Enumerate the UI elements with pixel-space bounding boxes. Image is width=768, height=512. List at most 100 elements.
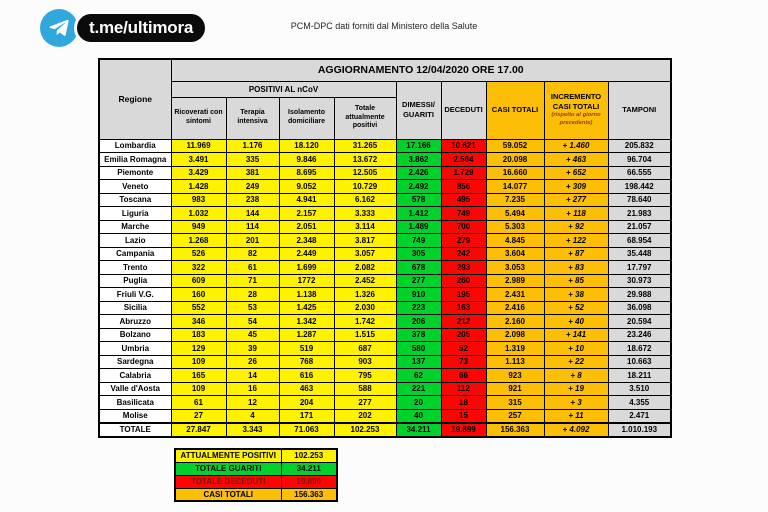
cell-sint: 552	[170, 300, 227, 315]
cell-iso: 9.052	[278, 179, 335, 194]
region-name: Calabria	[98, 368, 172, 383]
cell-tamp: 18.672	[607, 341, 672, 356]
cell-tot: 6.162	[333, 192, 397, 207]
cell-guar: 62	[395, 368, 442, 383]
cell-tot: 202	[333, 408, 397, 423]
region-row: Marche 949 114 2.051 3.114 1.489 700 5.303 + 92 2…	[98, 219, 672, 234]
cell-ti: 71	[225, 273, 280, 288]
cell-tamp: 30.973	[607, 273, 672, 288]
region-row: Friuli V.G. 160 28 1.138 1.326 910 195 2.431 + 3…	[98, 287, 672, 302]
cell-guar: 305	[395, 246, 442, 261]
cell-sint: 1.428	[170, 179, 227, 194]
region-name: Abruzzo	[98, 314, 172, 329]
cell-tamp: 3.510	[607, 381, 672, 396]
summary-value: 102.253	[280, 448, 338, 463]
cell-tot: 3.057	[333, 246, 397, 261]
cell-iso: 1772	[278, 273, 335, 288]
cell-guar: 749	[395, 233, 442, 248]
cell-tot: 3.333	[333, 206, 397, 221]
cell-tot: 277	[333, 395, 397, 410]
cell-guar: 223	[395, 300, 442, 315]
cell-tot: 588	[333, 381, 397, 396]
region-name: Sardegna	[98, 354, 172, 369]
cell-inc: + 87	[543, 246, 609, 261]
region-row: Lazio 1.268 201 2.348 3.817 749 279 4.845 + 122 6…	[98, 233, 672, 248]
positivi-group-header: POSITIVI AL nCoV	[170, 80, 397, 98]
cell-ti: 12	[225, 395, 280, 410]
cell-tamp: 2.471	[607, 408, 672, 423]
region-name: Bolzano	[98, 327, 172, 342]
cell-dec: 2.564	[440, 152, 487, 167]
region-row: Piemonte 3.429 381 8.695 12.505 2.426 1.729 16.…	[98, 165, 672, 180]
cell-casi: 4.845	[485, 233, 545, 248]
cell-iso: 2.449	[278, 246, 335, 261]
cell-inc: + 141	[543, 327, 609, 342]
isolamento-header: Isolamento domiciliare	[278, 96, 335, 140]
cell-sint: 346	[170, 314, 227, 329]
channel-label: t.me/ultimora	[89, 18, 194, 37]
cell-tamp: 1.010.193	[607, 421, 672, 438]
region-name: Friuli V.G.	[98, 287, 172, 302]
cell-dec: 112	[440, 381, 487, 396]
summary-row: TOTALE DECEDUTI 19.899	[174, 474, 338, 489]
cell-ti: 1.176	[225, 138, 280, 153]
cell-casi: 14.077	[485, 179, 545, 194]
cell-tot: 102.253	[333, 421, 397, 438]
region-row: Umbria 129 39 519 687 580 52 1.319 + 10 18.672	[98, 341, 672, 356]
cell-ti: 39	[225, 341, 280, 356]
summary-row: TOTALE GUARITI 34.211	[174, 461, 338, 476]
cell-casi: 7.235	[485, 192, 545, 207]
cell-sint: 526	[170, 246, 227, 261]
cell-ti: 82	[225, 246, 280, 261]
cell-sint: 11.969	[170, 138, 227, 153]
cell-ti: 4	[225, 408, 280, 423]
cell-dec: 66	[440, 368, 487, 383]
cell-casi: 257	[485, 408, 545, 423]
cell-casi: 3.053	[485, 260, 545, 275]
cell-guar: 910	[395, 287, 442, 302]
cell-dec: 260	[440, 273, 487, 288]
region-row: Lombardia 11.969 1.176 18.120 31.265 17.166 10…	[98, 138, 672, 153]
cell-tamp: 198.442	[607, 179, 672, 194]
cell-inc: + 652	[543, 165, 609, 180]
cell-ti: 3.343	[225, 421, 280, 438]
region-row: Molise 27 4 171 202 40 15 257 + 11 2.471	[98, 408, 672, 423]
region-name: Valle d'Aosta	[98, 381, 172, 396]
telegram-logo	[40, 9, 78, 47]
cell-casi: 5.303	[485, 219, 545, 234]
cell-sint: 949	[170, 219, 227, 234]
region-name: Basilicata	[98, 395, 172, 410]
cell-casi: 2.989	[485, 273, 545, 288]
cell-dec: 19.899	[440, 421, 487, 438]
region-name: Umbria	[98, 341, 172, 356]
cell-iso: 71.063	[278, 421, 335, 438]
cell-sint: 1.032	[170, 206, 227, 221]
cell-ti: 53	[225, 300, 280, 315]
totale-positivi-header: Totale attualmente positivi	[333, 96, 397, 140]
cell-dec: 293	[440, 260, 487, 275]
cell-iso: 8.695	[278, 165, 335, 180]
cell-inc: + 122	[543, 233, 609, 248]
cell-casi: 59.052	[485, 138, 545, 153]
cell-guar: 1.412	[395, 206, 442, 221]
cell-inc: + 19	[543, 381, 609, 396]
region-row: Campania 526 82 2.449 3.057 305 242 3.604 + 87 35…	[98, 246, 672, 261]
cell-guar: 221	[395, 381, 442, 396]
region-name: Molise	[98, 408, 172, 423]
cell-tot: 1.326	[333, 287, 397, 302]
region-name: Piemonte	[98, 165, 172, 180]
channel-name: t.me/ultimora	[74, 11, 209, 45]
paper-plane-icon	[49, 19, 69, 36]
cell-tamp: 4.355	[607, 395, 672, 410]
cell-inc: + 8	[543, 368, 609, 383]
cell-tot: 2.452	[333, 273, 397, 288]
summary-value: 34.211	[280, 461, 338, 476]
cell-iso: 4.941	[278, 192, 335, 207]
cell-ti: 114	[225, 219, 280, 234]
cell-tot: 3.114	[333, 219, 397, 234]
source-caption: PCM-DPC dati forniti dal Ministero della…	[290, 21, 478, 31]
cell-guar: 137	[395, 354, 442, 369]
summary-row: CASI TOTALI 156.363	[174, 487, 338, 502]
cell-tot: 13.672	[333, 152, 397, 167]
header-row-title: Regione AGGIORNAMENTO 12/04/2020 ORE 17.…	[98, 58, 672, 140]
